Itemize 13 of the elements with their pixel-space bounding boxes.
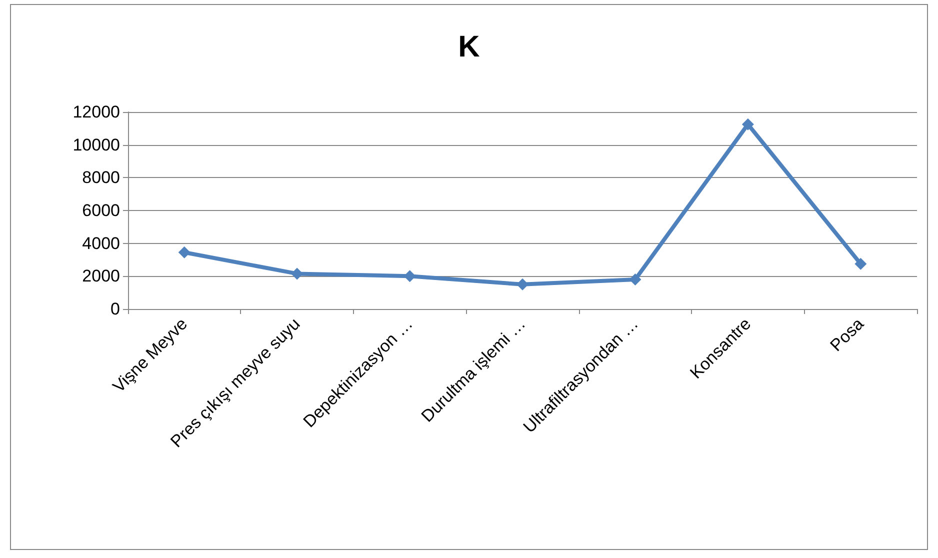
point <box>742 118 754 130</box>
point <box>629 273 642 286</box>
y-tick-label: 0 <box>110 300 120 318</box>
y-tick-label: 2000 <box>82 266 120 286</box>
y-tick-label: 10000 <box>72 135 120 154</box>
point <box>516 278 528 290</box>
point <box>854 258 867 270</box>
chart-title: K <box>458 30 480 64</box>
y-tick-label: 8000 <box>82 168 120 188</box>
y-tick-label: 12000 <box>72 102 120 122</box>
y-tick-label: 6000 <box>82 201 120 220</box>
y-tick-label: 4000 <box>82 234 120 253</box>
point <box>178 246 190 258</box>
